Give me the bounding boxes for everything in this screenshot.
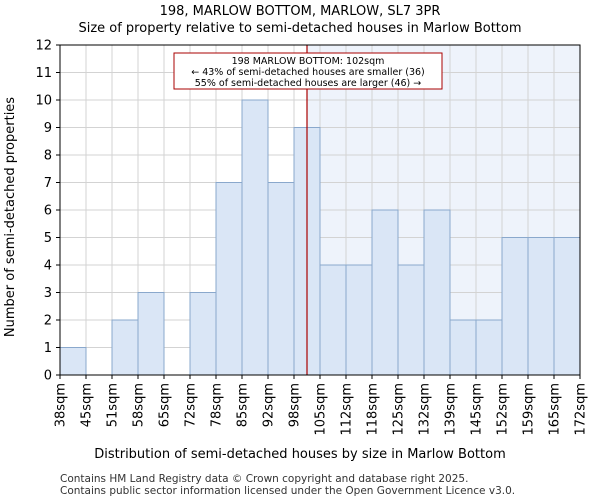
x-tick-label: 38sqm [54, 383, 69, 427]
bar-145sqm [475, 319, 503, 376]
bar-152sqm [501, 237, 529, 376]
bar-165sqm [553, 237, 581, 376]
y-tick-label: 6 [44, 204, 52, 219]
x-tick-label: 98sqm [288, 383, 303, 427]
annotation-line-1: 198 MARLOW BOTTOM: 102sqm [232, 56, 385, 67]
y-tick-label: 3 [44, 286, 52, 301]
x-tick-label: 112sqm [340, 383, 355, 436]
x-tick-label: 145sqm [470, 383, 485, 436]
x-tick-label: 172sqm [574, 383, 589, 436]
bar-58sqm [137, 292, 165, 376]
y-tick-label: 5 [44, 231, 52, 246]
x-tick-label: 58sqm [132, 383, 147, 427]
x-tick-label: 51sqm [106, 383, 121, 427]
bar-159sqm [527, 237, 555, 376]
x-tick-label: 92sqm [262, 383, 277, 427]
bar-38sqm [59, 347, 87, 376]
bar-78sqm [215, 182, 243, 376]
annotation-line-3: 55% of semi-detached houses are larger (… [195, 78, 422, 89]
x-tick-label: 65sqm [158, 383, 173, 427]
y-tick-label: 0 [44, 369, 52, 384]
x-axis-label: Distribution of semi-detached houses by … [94, 447, 506, 462]
y-tick-label: 4 [44, 259, 52, 274]
footer-line-2: Contains public sector information licen… [60, 485, 515, 497]
x-tick-label: 132sqm [418, 383, 433, 436]
x-tick-label: 165sqm [548, 383, 563, 436]
x-tick-label: 72sqm [184, 383, 199, 427]
x-tick-label: 159sqm [522, 383, 537, 436]
x-tick-label: 78sqm [210, 383, 225, 427]
bar-139sqm [449, 319, 477, 376]
y-tick-label: 11 [35, 66, 52, 81]
bar-112sqm [345, 264, 373, 376]
bar-92sqm [267, 182, 295, 376]
y-tick-label: 12 [35, 39, 52, 54]
y-tick-label: 8 [44, 149, 52, 164]
x-tick-label: 152sqm [496, 383, 511, 436]
x-tick-label: 85sqm [236, 383, 251, 427]
x-tick-label: 125sqm [392, 383, 407, 436]
y-tick-label: 1 [44, 341, 52, 356]
annotation-line-2: ← 43% of semi-detached houses are smalle… [191, 67, 425, 78]
y-tick-label: 7 [44, 176, 52, 191]
bar-85sqm [241, 99, 269, 376]
footer-line-1: Contains HM Land Registry data © Crown c… [60, 473, 468, 485]
y-axis-label: Number of semi-detached properties [3, 97, 18, 337]
bar-51sqm [111, 319, 139, 376]
bar-105sqm [319, 264, 347, 376]
x-tick-label: 118sqm [366, 383, 381, 436]
bar-118sqm [371, 209, 399, 376]
x-tick-label: 105sqm [314, 383, 329, 436]
bar-72sqm [189, 292, 217, 376]
bar-125sqm [397, 264, 425, 376]
y-tick-label: 9 [44, 121, 52, 136]
annotation-box [173, 52, 443, 90]
bar-132sqm [423, 209, 451, 376]
chart-subtitle: Size of property relative to semi-detach… [78, 21, 521, 36]
x-tick-label: 45sqm [80, 383, 95, 427]
x-tick-label: 139sqm [444, 383, 459, 436]
y-tick-label: 10 [35, 94, 52, 109]
y-tick-label: 2 [44, 314, 52, 329]
chart-title: 198, MARLOW BOTTOM, MARLOW, SL7 3PR [160, 4, 441, 19]
